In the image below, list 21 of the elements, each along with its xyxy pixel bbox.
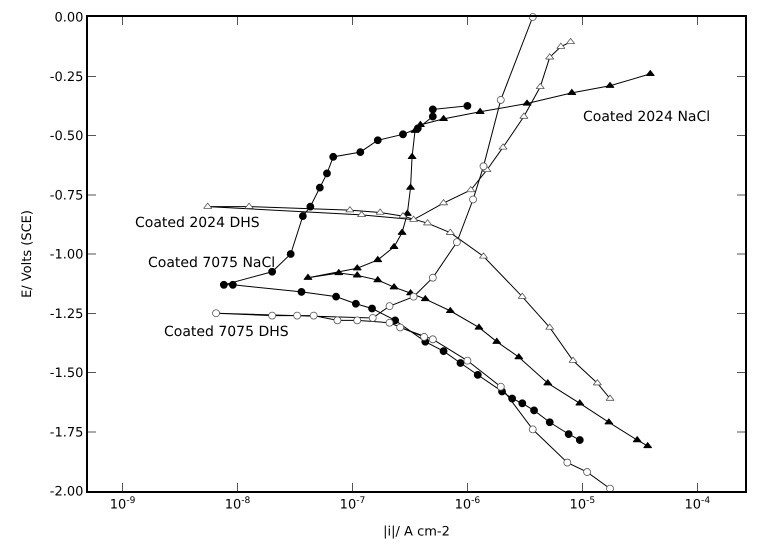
y-axis-title: E/ Volts (SCE) [20,210,36,298]
y-tick-label: -1.00 [50,248,84,263]
y-tick-label: -1.25 [50,306,84,322]
series-label: Coated 2024 NaCl [583,109,710,125]
y-tick-label: -2.00 [50,484,84,500]
x-tick-label: 10$^{-9}$ [110,496,136,513]
y-tick-label: -0.75 [50,188,84,204]
x-tick-label: 10$^{-7}$ [340,496,366,513]
y-tick-label: -1.50 [50,366,84,382]
y-tick-label: -0.25 [50,70,84,85]
y-tick-label: 0.00 [54,10,84,26]
x-tick-label: 10$^{-6}$ [454,496,480,513]
x-tick-label: 10$^{-5}$ [570,496,596,513]
y-tick-label: -0.50 [50,129,84,144]
x-tick-label: 10$^{-4}$ [684,496,710,513]
x-axis-title: |i|/ A cm-2 [383,524,450,540]
series-label: Coated 7075 NaCl [148,255,276,271]
series-label: Coated 7075 DHS [164,324,289,340]
series-label: Coated 2024 DHS [135,215,260,231]
y-tick-label: -1.75 [50,425,84,440]
x-tick-label: 10$^{-8}$ [224,496,251,513]
